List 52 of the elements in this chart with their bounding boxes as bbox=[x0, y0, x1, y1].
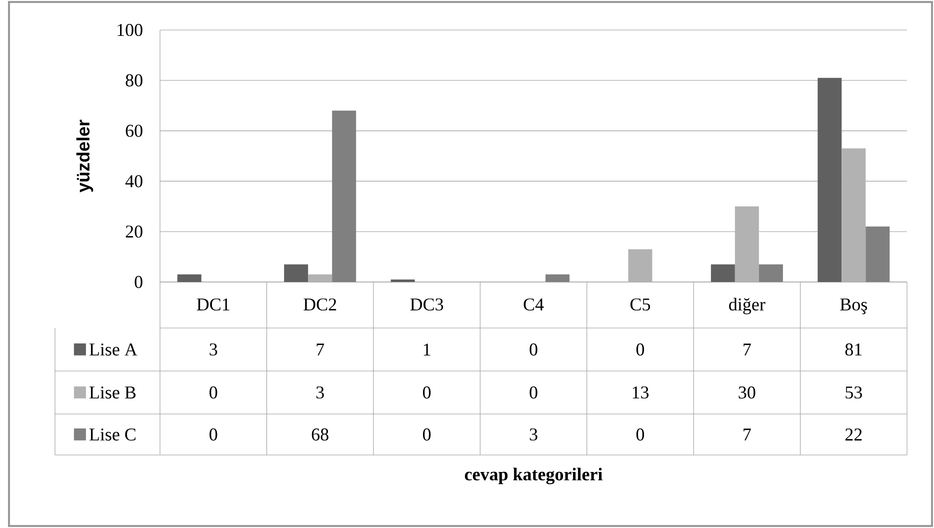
y-tick-label: 40 bbox=[125, 175, 142, 188]
y-tick-label: 20 bbox=[126, 226, 142, 238]
data-label: 0 bbox=[530, 343, 538, 356]
data-label: 13 bbox=[632, 386, 649, 399]
y-axis-title: yüzdeler bbox=[76, 120, 94, 192]
bar bbox=[332, 110, 356, 282]
data-label: 1 bbox=[424, 344, 430, 356]
bar bbox=[734, 206, 759, 282]
bar bbox=[284, 264, 308, 282]
data-label: 0 bbox=[636, 428, 644, 441]
bar bbox=[818, 78, 842, 282]
data-label: 0 bbox=[636, 343, 644, 356]
legend-label: Lise B bbox=[89, 386, 136, 399]
legend-label: Lise C bbox=[89, 428, 136, 441]
data-label: 0 bbox=[530, 386, 538, 399]
bar bbox=[628, 249, 652, 282]
x-tick-label: C4 bbox=[524, 298, 544, 311]
data-label: 0 bbox=[422, 386, 431, 399]
x-tick-label: DC3 bbox=[410, 298, 444, 311]
data-label: 81 bbox=[845, 343, 862, 356]
bar bbox=[842, 148, 866, 282]
bar bbox=[546, 274, 570, 282]
x-tick-label: DC2 bbox=[304, 298, 336, 311]
bar bbox=[866, 226, 890, 282]
data-label: 3 bbox=[530, 428, 538, 441]
text: cevap kategorileri bbox=[464, 468, 602, 484]
data-label: 7 bbox=[316, 344, 324, 356]
x-tick-label: diğer bbox=[729, 298, 766, 314]
x-tick-label: DC1 bbox=[196, 298, 230, 311]
data-label: 30 bbox=[738, 386, 756, 399]
data-label: 0 bbox=[422, 428, 431, 441]
data-label: 0 bbox=[210, 386, 218, 399]
data-label: 7 bbox=[744, 344, 751, 356]
data-label: 3 bbox=[210, 343, 218, 356]
data-label: 7 bbox=[744, 428, 751, 440]
legend-label: Lise A bbox=[89, 343, 138, 356]
y-tick-label: 60 bbox=[126, 124, 142, 137]
data-label: 68 bbox=[312, 428, 328, 441]
bar bbox=[177, 274, 202, 282]
bar bbox=[390, 279, 415, 282]
y-tick-label: 80 bbox=[126, 74, 142, 86]
data-label: 22 bbox=[845, 428, 862, 440]
data-label: 53 bbox=[846, 386, 862, 399]
x-tick-label: Boş bbox=[840, 298, 868, 314]
data-label: 0 bbox=[210, 428, 218, 441]
bar bbox=[710, 264, 735, 282]
y-tick-label: 100 bbox=[118, 24, 142, 36]
bar bbox=[758, 264, 783, 282]
data-label: 3 bbox=[316, 386, 324, 399]
y-tick-label: 0 bbox=[134, 276, 142, 288]
bar bbox=[308, 274, 332, 282]
x-tick-label: C5 bbox=[630, 298, 650, 311]
